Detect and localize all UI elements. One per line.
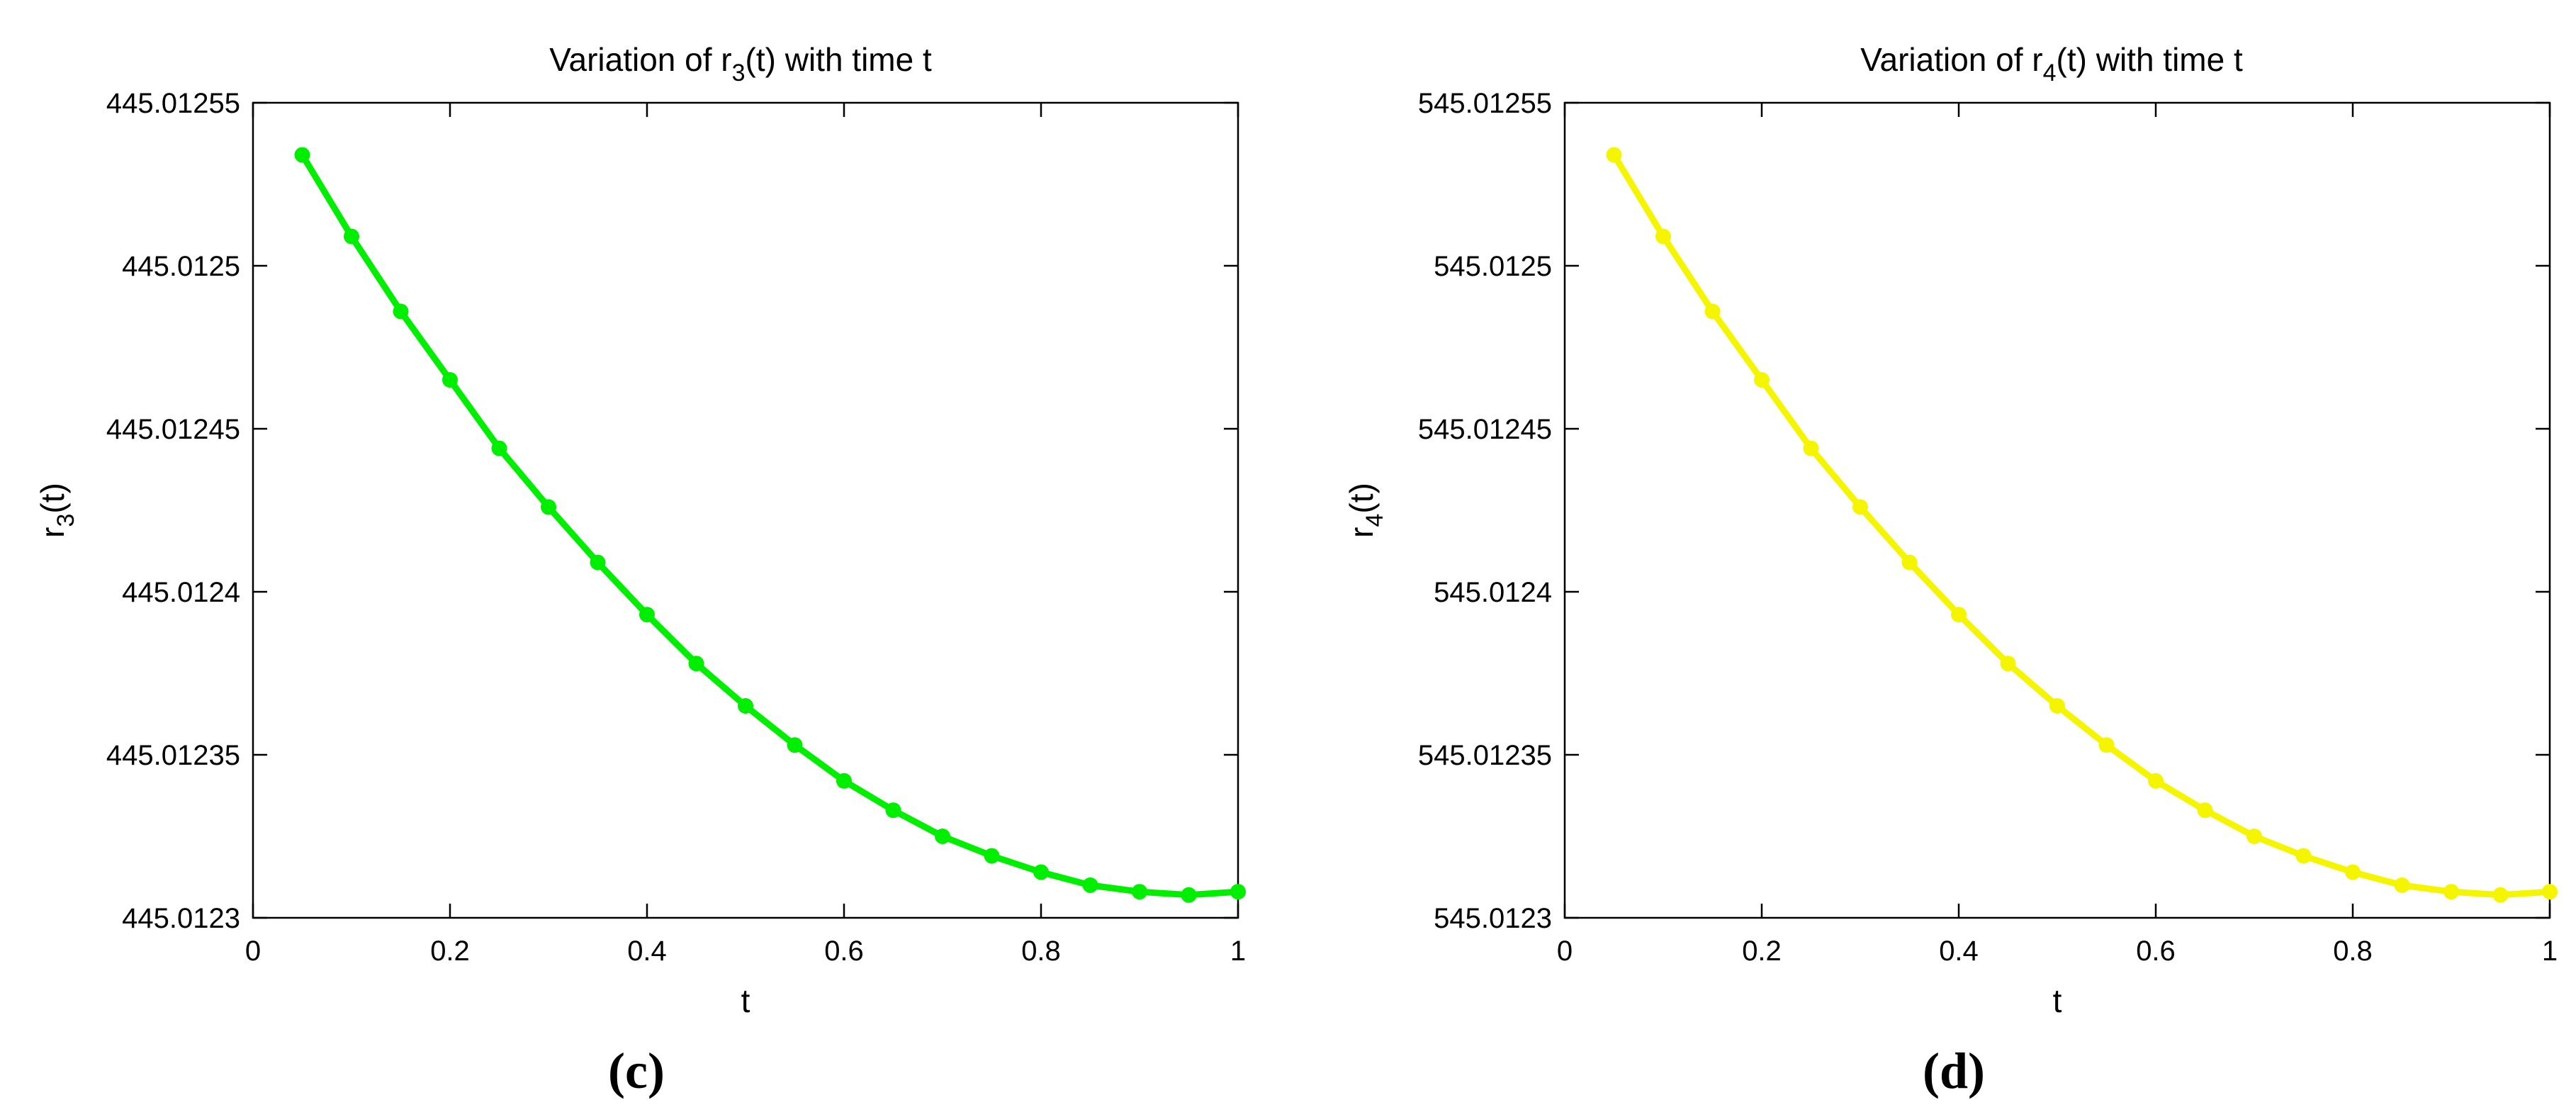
data-point — [2098, 737, 2115, 753]
data-point — [2345, 864, 2361, 880]
x-tick-label: 0 — [245, 936, 261, 967]
data-point — [1033, 864, 1049, 880]
data-point — [885, 802, 901, 819]
y-tick-label: 445.0123 — [122, 903, 240, 934]
y-tick-label: 445.0125 — [122, 251, 240, 282]
data-point — [688, 656, 704, 672]
x-tick-label: 1 — [1230, 936, 1246, 967]
data-point — [1951, 607, 1967, 623]
x-tick-label: 1 — [2542, 936, 2558, 967]
x-tick-label: 0.8 — [2333, 936, 2373, 967]
x-tick-label: 0.4 — [1939, 936, 1979, 967]
tick-marks — [1563, 101, 2551, 919]
data-point — [935, 829, 950, 844]
data-point — [1704, 303, 1721, 320]
data-point — [1082, 877, 1098, 893]
data-point — [2246, 829, 2262, 844]
data-point — [1803, 440, 1819, 456]
data-point — [442, 372, 458, 388]
series — [1606, 147, 2558, 903]
x-tick-label: 0.6 — [824, 936, 864, 967]
x-tick-label: 0.6 — [2136, 936, 2176, 967]
y-tick-label: 545.01255 — [1418, 88, 1552, 119]
data-point — [984, 848, 1000, 864]
series-line — [1611, 152, 2553, 899]
tick-labels: 0 0.2 0.4 0.6 0.8 1 445.0123 445.01235 445.0124 4… — [106, 88, 1246, 967]
plot-frame — [1563, 101, 2551, 919]
chart-title: Variation of r4(t) with time t — [1860, 41, 2243, 86]
data-point — [590, 554, 606, 571]
chart-r4: Variation of r4(t) with time t 0 0.2 0.4 0.… — [1343, 41, 2558, 1099]
y-axis-label: r3(t) — [34, 483, 79, 538]
y-tick-label: 545.01235 — [1418, 740, 1552, 771]
data-point — [836, 773, 852, 789]
x-tick-label: 0.4 — [627, 936, 667, 967]
data-point — [344, 228, 359, 245]
x-tick-label: 0 — [1557, 936, 1573, 967]
y-tick-label: 545.0123 — [1434, 903, 1552, 934]
series-line — [299, 152, 1242, 899]
x-axis-label: t — [741, 982, 750, 1019]
data-point — [2394, 877, 2410, 893]
data-point — [1901, 554, 1918, 571]
data-point — [2492, 887, 2509, 903]
data-point — [2542, 884, 2558, 900]
plot-frame — [252, 101, 1239, 919]
data-point — [541, 499, 556, 515]
chart-r3: Variation of r3(t) with time t 0 0.2 0.4 0.… — [34, 41, 1246, 1099]
data-point — [2049, 698, 2065, 714]
y-tick-label: 545.0124 — [1434, 577, 1552, 608]
panel-label: (c) — [608, 1043, 665, 1099]
x-tick-label: 0.8 — [1021, 936, 1061, 967]
data-point — [2148, 773, 2164, 789]
y-tick-label: 445.01235 — [106, 740, 240, 771]
x-tick-label: 0.2 — [430, 936, 470, 967]
tick-labels: 0 0.2 0.4 0.6 0.8 1545.0123545.01235545.01245… — [1418, 88, 2558, 967]
data-point — [294, 147, 310, 163]
y-tick-label: 445.01245 — [106, 414, 240, 445]
y-tick-label: 545.0125 — [1434, 251, 1552, 282]
data-point — [1181, 887, 1197, 903]
data-point — [1132, 884, 1147, 900]
data-point — [2443, 884, 2459, 900]
data-point — [2000, 656, 2016, 672]
x-axis-label: t — [2053, 982, 2062, 1019]
data-point — [2295, 848, 2312, 864]
tick-marks — [252, 101, 1239, 919]
data-point — [1852, 499, 1868, 515]
y-tick-label: 445.01255 — [106, 88, 240, 119]
series — [294, 147, 1246, 903]
data-point — [1606, 147, 1622, 163]
chart-title: Variation of r3(t) with time t — [549, 41, 932, 86]
x-tick-label: 0.2 — [1742, 936, 1782, 967]
y-tick-label: 545.01245 — [1418, 414, 1552, 445]
data-point — [2197, 802, 2213, 819]
data-point — [491, 440, 507, 456]
panel-label: (d) — [1923, 1043, 1985, 1099]
y-tick-label: 445.0124 — [122, 577, 240, 608]
data-point — [1230, 884, 1246, 900]
data-point — [639, 607, 655, 623]
data-point — [1655, 228, 1671, 245]
y-axis-label: r4(t) — [1343, 483, 1388, 538]
data-point — [393, 303, 409, 320]
data-point — [738, 698, 753, 714]
data-point — [787, 737, 803, 753]
data-point — [1754, 372, 1770, 388]
